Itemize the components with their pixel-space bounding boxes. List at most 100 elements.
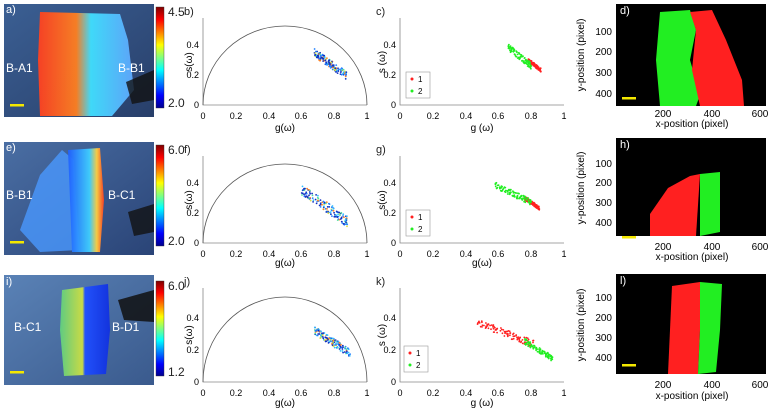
y-axis-label: y-position (pixel): [576, 152, 587, 225]
scale-bar: [622, 364, 636, 367]
cluster-2-point: [541, 349, 544, 352]
phasor-point: [314, 52, 317, 54]
cluster-1-region: [650, 174, 700, 236]
x-axis-label: g(ω): [275, 123, 295, 134]
cluster-2-point: [525, 58, 527, 61]
legend: 1 2: [403, 345, 429, 373]
cluster-2-point: [516, 53, 519, 56]
panel-letter: d): [620, 5, 630, 17]
cluster-2-point: [511, 194, 514, 197]
cluster-2-point: [516, 197, 519, 200]
phasor-point: [336, 341, 338, 343]
x-axis-label: x-position (pixel): [656, 391, 729, 402]
x-tick: 0.4: [460, 249, 473, 259]
phasor-point: [318, 58, 321, 60]
cluster-1-point: [505, 330, 508, 333]
phasor-point: [327, 342, 330, 344]
cluster-2-region: [700, 172, 720, 236]
y-tick: 0.2: [383, 208, 396, 218]
cluster-1-point: [476, 322, 479, 325]
phasor-point: [304, 192, 307, 195]
y-tick: 0.4: [186, 178, 199, 188]
y-tick: 100: [595, 293, 612, 304]
cluster-1-point: [537, 205, 540, 208]
phasor-point: [344, 346, 346, 349]
probe-shadow: [118, 290, 154, 322]
phasor-point: [305, 192, 308, 195]
cluster-2-point: [499, 186, 501, 189]
phasor-point: [324, 340, 327, 343]
cluster-1-point: [521, 339, 524, 341]
cluster-2-point: [549, 357, 552, 360]
cluster-2-point: [527, 345, 530, 348]
cluster-2-point: [547, 357, 550, 360]
x-tick: 0.2: [427, 388, 440, 398]
cluster-2-point: [523, 195, 525, 198]
cluster-1-point: [537, 68, 540, 71]
y-tick: 0.2: [186, 70, 199, 80]
map-panel-h: h) 100 200 300 400 200 400 600 x-positio…: [576, 138, 769, 263]
cluster-points: [494, 181, 541, 211]
phasor-point: [327, 339, 329, 341]
phasor-point: [345, 73, 347, 76]
cluster-2-point: [523, 198, 526, 200]
cluster-2-point: [538, 351, 540, 353]
map-panel-d: d) 100 200 300 400 200 400 600 x-positio…: [576, 4, 769, 130]
panel-letter: a): [6, 4, 16, 16]
y-tick: 0.4: [383, 178, 396, 188]
cluster-2-point: [506, 191, 509, 193]
phasor-point: [338, 348, 341, 350]
cluster-1-point: [517, 336, 520, 339]
x-tick: 1: [561, 111, 566, 121]
sample-label-left: B-A1: [6, 61, 33, 75]
y-axis-label: s (ω): [377, 51, 388, 73]
phasor-point: [341, 344, 344, 347]
cluster-1-point: [537, 67, 539, 69]
phasor-point: [318, 204, 321, 207]
legend-swatch-1: [408, 351, 412, 355]
cluster-2-point: [509, 188, 511, 191]
y-axis-label: s (ω): [377, 324, 388, 346]
phasor-point: [335, 64, 338, 66]
cluster-panel-g: g) 0 0.2 0.4 0.6 0.8 1 0 0.2 0.4 g(ω) s(…: [376, 144, 567, 269]
cluster-1-point: [492, 324, 495, 326]
cluster-1-point: [499, 329, 502, 332]
cluster-2-point: [543, 352, 546, 355]
cluster-2-point: [519, 56, 522, 58]
colorbar: [155, 144, 165, 247]
x-tick: 200: [655, 109, 672, 120]
phasor-point: [343, 351, 346, 353]
phasor-point: [319, 51, 321, 54]
scale-bar: [622, 97, 636, 100]
legend-swatch-1: [410, 215, 414, 219]
y-tick: 300: [595, 68, 612, 79]
x-tick: 0.4: [263, 111, 276, 121]
cluster-2-point: [547, 354, 549, 357]
map-panel-l: l) 100 200 300 400 200 400 600 x-positio…: [576, 274, 769, 402]
phasor-point: [312, 201, 314, 203]
cluster-1-point: [478, 322, 481, 324]
phasor-point: [321, 334, 324, 336]
phasor-point: [339, 68, 341, 71]
cluster-2-point: [530, 64, 532, 67]
phasor-point: [323, 201, 326, 204]
phasor-point: [331, 215, 333, 218]
y-tick: 0: [194, 100, 199, 110]
phasor-point: [319, 199, 322, 202]
cluster-2-point: [504, 189, 507, 192]
cluster-2-point: [500, 190, 503, 193]
phasor-point: [327, 60, 330, 62]
phasor-point: [315, 202, 318, 205]
phasor-point: [321, 332, 323, 335]
image-panel-i: i) B-C1 B-D1 6.0 1.2: [4, 275, 185, 385]
cluster-1-point: [530, 60, 533, 62]
cluster-2-region: [656, 10, 700, 106]
y-tick: 400: [595, 353, 612, 364]
phasor-point: [338, 211, 341, 214]
phasor-point: [303, 187, 305, 190]
cluster-1-point: [479, 325, 482, 328]
phasor-point: [319, 54, 322, 57]
cluster-1-point: [512, 337, 515, 340]
phasor-point: [329, 67, 332, 69]
